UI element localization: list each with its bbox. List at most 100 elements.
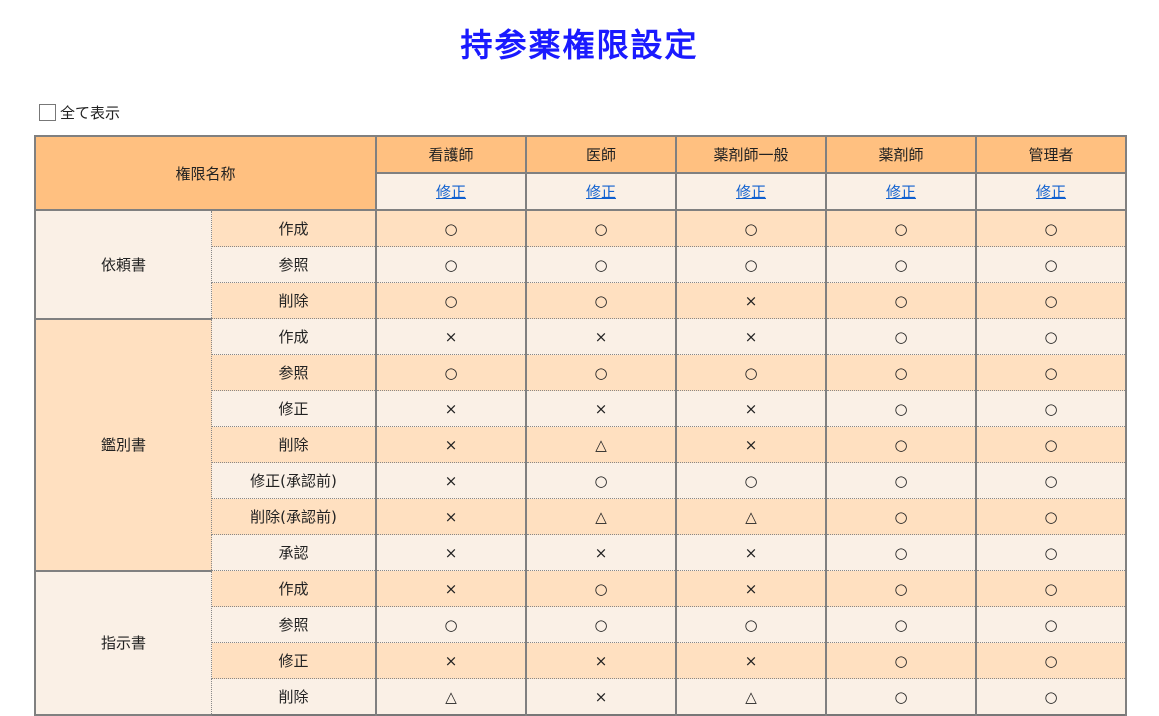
permission-value: ○	[825, 354, 977, 391]
table-row: 削除(承認前) × △ △ ○ ○	[35, 498, 1127, 535]
permission-value: ○	[525, 462, 677, 499]
edit-link[interactable]: 修正	[735, 183, 766, 201]
permission-value: ○	[975, 642, 1127, 679]
permission-value: ○	[525, 246, 677, 283]
permission-value: ○	[525, 606, 677, 643]
table-row: 削除 × △ × ○ ○	[35, 426, 1127, 463]
permission-value: ○	[825, 462, 977, 499]
permission-label: 削除(承認前)	[211, 498, 376, 535]
permission-label: 参照	[211, 354, 376, 391]
permission-label: 承認	[211, 534, 376, 571]
permission-label: 作成	[211, 570, 376, 607]
table-row: 削除 ○ ○ × ○ ○	[35, 282, 1127, 319]
table-row: 削除 △ × △ ○ ○	[35, 678, 1127, 716]
permission-value: ○	[975, 606, 1127, 643]
table-row: 修正 × × × ○ ○	[35, 642, 1127, 679]
permission-label: 作成	[211, 318, 376, 355]
permission-value: ×	[525, 534, 677, 571]
permission-value: ○	[825, 606, 977, 643]
permission-value: ○	[675, 606, 827, 643]
permission-value: ×	[375, 318, 527, 355]
permission-value: ○	[975, 462, 1127, 499]
group-name: 依頼書	[34, 209, 212, 320]
permission-value: ○	[525, 282, 677, 319]
role-header: 薬剤師	[825, 135, 977, 174]
permission-value: ○	[675, 354, 827, 391]
edit-link[interactable]: 修正	[435, 183, 466, 201]
table-row: 修正(承認前) × ○ ○ ○ ○	[35, 462, 1127, 499]
permission-value: ○	[825, 498, 977, 535]
show-all-checkbox[interactable]	[39, 104, 56, 121]
permission-value: △	[525, 498, 677, 535]
table-row: 依頼書 作成 ○ ○ ○ ○ ○	[34, 209, 1127, 320]
permission-label: 参照	[211, 606, 376, 643]
permission-value: △	[525, 426, 677, 463]
permission-value: ○	[375, 606, 527, 643]
table-row: 修正 × × × ○ ○	[35, 390, 1127, 427]
edit-link[interactable]: 修正	[1035, 183, 1066, 201]
role-header: 医師	[525, 135, 677, 174]
permission-value: ×	[675, 642, 827, 679]
permission-value: ×	[675, 570, 827, 607]
permission-value: ○	[675, 210, 827, 247]
permission-value: ○	[375, 354, 527, 391]
permission-name-header: 権限名称	[34, 135, 377, 211]
permission-value: ○	[975, 390, 1127, 427]
permission-value: ○	[525, 354, 677, 391]
permission-label: 参照	[211, 246, 376, 283]
table-row: 承認 × × × ○ ○	[35, 534, 1127, 571]
permission-value: ○	[825, 642, 977, 679]
permission-value: ×	[675, 390, 827, 427]
permission-value: ○	[825, 390, 977, 427]
permission-value: ○	[975, 318, 1127, 355]
permission-value: ×	[525, 642, 677, 679]
permission-value: ○	[825, 534, 977, 571]
permission-value: ○	[375, 282, 527, 319]
permission-value: ○	[975, 678, 1127, 716]
permission-value: ○	[975, 534, 1127, 571]
permission-value: △	[675, 498, 827, 535]
permission-value: ○	[825, 570, 977, 607]
permission-value: ×	[675, 426, 827, 463]
permission-value: ×	[375, 426, 527, 463]
permission-value: ×	[375, 642, 527, 679]
table-row: 鑑別書 作成 × × × ○ ○	[34, 317, 1127, 572]
permission-value: △	[675, 678, 827, 716]
permission-value: ×	[525, 390, 677, 427]
permission-label: 修正	[211, 642, 376, 679]
permission-value: ○	[975, 282, 1127, 319]
permission-label: 削除	[211, 426, 376, 463]
edit-link[interactable]: 修正	[585, 183, 616, 201]
permission-value: ○	[975, 246, 1127, 283]
role-header: 薬剤師一般	[675, 135, 827, 174]
permission-value: ×	[375, 462, 527, 499]
permission-label: 削除	[211, 282, 376, 319]
page-title: 持参薬権限設定	[460, 26, 699, 64]
permission-value: △	[375, 678, 527, 716]
permission-value: ○	[525, 210, 677, 247]
permission-value: ○	[975, 210, 1127, 247]
permission-value: ○	[975, 354, 1127, 391]
permission-value: ×	[675, 282, 827, 319]
show-all-label: 全て表示	[60, 104, 121, 122]
permission-value: ○	[975, 426, 1127, 463]
permission-value: ×	[675, 318, 827, 355]
permission-value: ×	[525, 318, 677, 355]
permission-label: 修正(承認前)	[211, 462, 376, 499]
permission-value: ×	[675, 534, 827, 571]
role-header: 管理者	[975, 135, 1127, 174]
permission-value: ○	[675, 462, 827, 499]
permission-value: ○	[975, 498, 1127, 535]
role-header: 看護師	[375, 135, 527, 174]
permission-value: ×	[375, 498, 527, 535]
edit-link[interactable]: 修正	[885, 183, 916, 201]
permission-value: ○	[825, 210, 977, 247]
permission-value: ×	[375, 534, 527, 571]
table-row: 参照 ○ ○ ○ ○ ○	[35, 354, 1127, 391]
show-all-toggle[interactable]: 全て表示	[39, 102, 120, 123]
group-name: 指示書	[34, 569, 212, 716]
permission-value: ○	[825, 426, 977, 463]
group-name: 鑑別書	[34, 317, 212, 572]
permission-value: ○	[975, 570, 1127, 607]
permission-value: ○	[825, 678, 977, 716]
